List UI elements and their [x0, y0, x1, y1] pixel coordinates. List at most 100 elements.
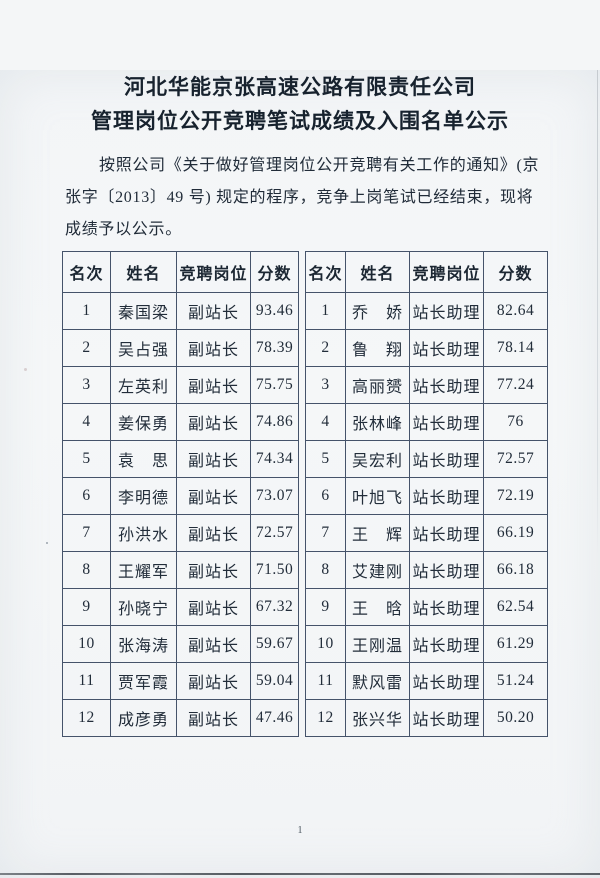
name-cell: 鲁 翔	[345, 329, 410, 367]
name-cell: 袁 思	[110, 440, 177, 478]
scan-bottom-edge	[0, 873, 600, 875]
table-row: 4 姜保勇 副站长 74.86	[62, 403, 299, 441]
position-cell: 副站长	[176, 292, 251, 330]
name-cell: 贾军霞	[110, 662, 177, 700]
document-title: 河北华能京张高速公路有限责任公司 管理岗位公开竞聘笔试成绩及入围名单公示	[0, 70, 600, 138]
position-cell: 站长助理	[409, 477, 484, 515]
name-cell: 李明德	[110, 477, 177, 515]
column-header: 分数	[483, 251, 548, 293]
column-header: 分数	[250, 251, 299, 293]
position-cell: 站长助理	[409, 366, 484, 404]
position-cell: 副站长	[176, 440, 251, 478]
rank-cell: 8	[62, 551, 111, 589]
score-cell: 62.54	[483, 588, 548, 626]
scan-speckle	[46, 542, 48, 544]
position-cell: 副站长	[176, 588, 251, 626]
table-row: 8 艾建刚 站长助理 66.18	[305, 551, 548, 589]
score-cell: 71.50	[250, 551, 299, 589]
table-row: 9 孙晓宁 副站长 67.32	[62, 588, 299, 626]
rank-cell: 5	[62, 440, 111, 478]
name-cell: 吴占强	[110, 329, 177, 367]
header-row: 名次 姓名 竞聘岗位 分数	[62, 251, 299, 293]
rank-cell: 9	[305, 588, 346, 626]
score-cell: 74.34	[250, 440, 299, 478]
position-cell: 站长助理	[409, 403, 484, 441]
position-cell: 站长助理	[409, 292, 484, 330]
page-title-line-2: 管理岗位公开竞聘笔试成绩及入围名单公示	[91, 109, 509, 133]
position-cell: 副站长	[176, 514, 251, 552]
position-cell: 站长助理	[409, 625, 484, 663]
rank-cell: 11	[305, 662, 346, 700]
intro-line-2: 张字〔2013〕49 号) 规定的程序，竞争上岗笔试已经结束，现将	[65, 189, 534, 206]
table-row: 3 高丽赟 站长助理 77.24	[305, 366, 548, 404]
rank-cell: 1	[62, 292, 111, 330]
table-row: 8 王耀军 副站长 71.50	[62, 551, 299, 589]
name-cell: 左英利	[110, 366, 177, 404]
rank-cell: 12	[62, 699, 111, 737]
position-cell: 站长助理	[409, 329, 484, 367]
rank-cell: 5	[305, 440, 346, 478]
table-row: 6 叶旭飞 站长助理 72.19	[305, 477, 548, 515]
score-cell: 51.24	[483, 662, 548, 700]
table-row: 11 默风雷 站长助理 51.24	[305, 662, 548, 700]
score-cell: 47.46	[250, 699, 299, 737]
score-cell: 93.46	[250, 292, 299, 330]
score-cell: 75.75	[250, 366, 299, 404]
position-cell: 副站长	[176, 551, 251, 589]
intro-line-3: 成绩予以公示。	[65, 221, 182, 238]
scan-speckle	[24, 368, 27, 371]
score-cell: 73.07	[250, 477, 299, 515]
name-cell: 王耀军	[110, 551, 177, 589]
rank-cell: 6	[305, 477, 346, 515]
rank-cell: 10	[62, 625, 111, 663]
table-row: 7 孙洪水 副站长 72.57	[62, 514, 299, 552]
position-cell: 副站长	[176, 625, 251, 663]
name-cell: 叶旭飞	[345, 477, 410, 515]
position-cell: 副站长	[176, 403, 251, 441]
rank-cell: 4	[305, 403, 346, 441]
table-row: 3 左英利 副站长 75.75	[62, 366, 299, 404]
position-cell: 副站长	[176, 699, 251, 737]
name-cell: 秦国梁	[110, 292, 177, 330]
table-row: 5 吴宏利 站长助理 72.57	[305, 440, 548, 478]
rank-cell: 1	[305, 292, 346, 330]
results-table-left: 名次 姓名 竞聘岗位 分数 1 秦国梁 副站长 93.46 2 吴占强 副站长 78.39 3 左英利 副站…	[62, 251, 299, 737]
column-header: 姓名	[110, 251, 177, 293]
scan-right-edge	[597, 70, 598, 555]
score-cell: 74.86	[250, 403, 299, 441]
name-cell: 张林峰	[345, 403, 410, 441]
intro-line-1: 按照公司《关于做好管理岗位公开竞聘有关工作的通知》(京	[99, 157, 540, 174]
column-header: 竞聘岗位	[409, 251, 484, 293]
column-header: 姓名	[345, 251, 410, 293]
score-cell: 66.19	[483, 514, 548, 552]
score-cell: 72.19	[483, 477, 548, 515]
table-row: 12 张兴华 站长助理 50.20	[305, 699, 548, 737]
score-cell: 59.67	[250, 625, 299, 663]
score-cell: 78.14	[483, 329, 548, 367]
position-cell: 副站长	[176, 329, 251, 367]
name-cell: 乔 娇	[345, 292, 410, 330]
rank-cell: 7	[305, 514, 346, 552]
results-tables: 名次 姓名 竞聘岗位 分数 1 秦国梁 副站长 93.46 2 吴占强 副站长 78.39 3 左英利 副站…	[62, 251, 600, 737]
name-cell: 高丽赟	[345, 366, 410, 404]
position-cell: 副站长	[176, 477, 251, 515]
position-cell: 站长助理	[409, 699, 484, 737]
position-cell: 站长助理	[409, 514, 484, 552]
rank-cell: 4	[62, 403, 111, 441]
score-cell: 67.32	[250, 588, 299, 626]
name-cell: 张兴华	[345, 699, 410, 737]
name-cell: 王 辉	[345, 514, 410, 552]
rank-cell: 12	[305, 699, 346, 737]
score-cell: 72.57	[250, 514, 299, 552]
rank-cell: 11	[62, 662, 111, 700]
rank-cell: 2	[62, 329, 111, 367]
table-row: 10 王刚温 站长助理 61.29	[305, 625, 548, 663]
rank-cell: 9	[62, 588, 111, 626]
rank-cell: 2	[305, 329, 346, 367]
column-header: 名次	[62, 251, 111, 293]
table-row: 10 张海涛 副站长 59.67	[62, 625, 299, 663]
rank-cell: 10	[305, 625, 346, 663]
